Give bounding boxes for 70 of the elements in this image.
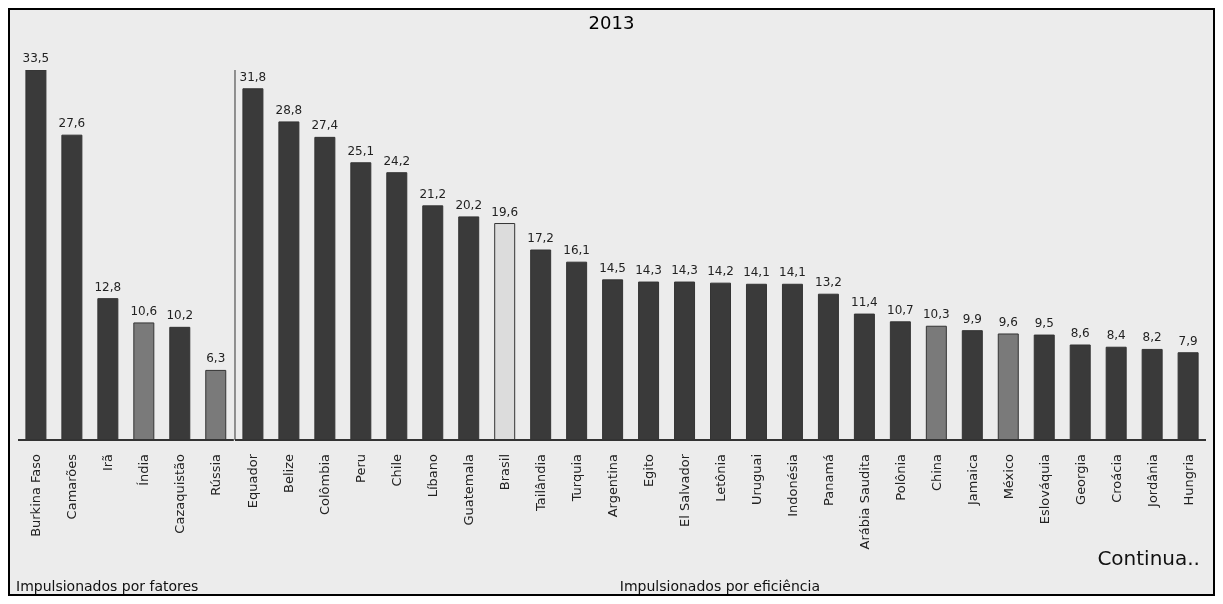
x-tick-label: Croácia	[1108, 454, 1124, 503]
data-label: 11,4	[850, 295, 878, 310]
data-label: 14,2	[706, 264, 734, 279]
x-tick-label: Chile	[389, 453, 405, 487]
x-tick-label: Polônia	[892, 454, 908, 501]
data-label: 10,2	[166, 308, 194, 323]
x-tick-label: Jordânia	[1144, 454, 1160, 508]
data-label: 9,6	[998, 314, 1018, 329]
x-tick-label: México	[1000, 453, 1016, 500]
data-label: 14,1	[742, 265, 770, 280]
x-tick-label: Guatemala	[461, 454, 477, 526]
data-label: 8,6	[1070, 326, 1090, 341]
data-label: 25,1	[347, 143, 374, 158]
x-tick-label: Tailândia	[533, 454, 549, 512]
data-label: 21,2	[419, 186, 446, 201]
text: Impulsionados por eficiência	[618, 578, 821, 594]
data-label: 24,2	[383, 153, 410, 168]
data-label: 19,6	[491, 204, 518, 219]
data-label: 16,1	[563, 243, 590, 258]
x-tick-label: Letônia	[712, 454, 728, 502]
data-label: 31,8	[239, 69, 267, 84]
x-tick-label: Hungria	[1180, 454, 1196, 506]
x-tick-label: Egito	[640, 453, 656, 488]
x-tick-label: Uruguai	[748, 454, 764, 506]
data-label: 17,2	[527, 231, 554, 246]
data-label: 9,5	[1034, 316, 1054, 331]
chart-title: 2013	[587, 12, 636, 33]
x-tick-label: Cazaquistão	[172, 453, 188, 534]
data-label: 33,5	[22, 51, 50, 66]
x-tick-label: Equador	[245, 453, 261, 509]
data-label: 27,4	[311, 118, 339, 133]
x-tick-label: Argentina	[604, 454, 620, 518]
x-tick-label: Rússia	[208, 454, 224, 496]
data-label: 10,7	[886, 302, 914, 317]
data-label: 28,8	[275, 102, 303, 117]
data-label: 6,3	[206, 351, 226, 366]
x-tick-label: Líbano	[425, 453, 441, 498]
x-tick-label: Belize	[281, 453, 297, 493]
x-tick-label: Jamaica	[964, 454, 980, 507]
x-tick-label: Brasil	[497, 454, 513, 491]
data-label: 13,2	[814, 275, 842, 290]
x-tick-label: Georgia	[1072, 454, 1088, 505]
x-tick-label: Indonésia	[784, 454, 800, 517]
data-label: 10,6	[130, 303, 158, 318]
x-tick-label: Irã	[100, 454, 116, 472]
data-label: 14,3	[635, 263, 662, 278]
data-label: 12,8	[94, 279, 122, 294]
data-label: 8,4	[1106, 328, 1126, 343]
x-tick-label: El Salvador	[676, 453, 692, 527]
x-tick-label: Colômbia	[317, 454, 333, 516]
x-tick-label: Panamá	[820, 454, 836, 506]
x-tick-label: Burkina Faso	[28, 453, 44, 537]
data-label: 27,6	[58, 116, 86, 131]
data-label: 14,3	[671, 263, 698, 278]
data-label: 10,3	[922, 307, 950, 322]
text: Impulsionados por fatores	[16, 578, 199, 594]
x-tick-label: Índia	[136, 454, 152, 486]
x-tick-label: China	[928, 454, 944, 492]
data-label: 20,2	[455, 197, 482, 212]
data-label: 8,2	[1142, 330, 1162, 345]
x-tick-label: Camarões	[64, 453, 80, 520]
x-tick-label: Eslováquia	[1036, 454, 1052, 525]
data-label: 14,5	[599, 260, 626, 275]
data-label: 9,9	[962, 311, 982, 326]
data-label: 7,9	[1178, 333, 1198, 348]
x-tick-label: Peru	[353, 454, 369, 483]
text: Continua..	[1097, 546, 1200, 570]
x-tick-label: Arábia Saudita	[856, 454, 872, 550]
data-label: 14,1	[778, 265, 806, 280]
x-tick-label: Turquia	[569, 454, 585, 503]
